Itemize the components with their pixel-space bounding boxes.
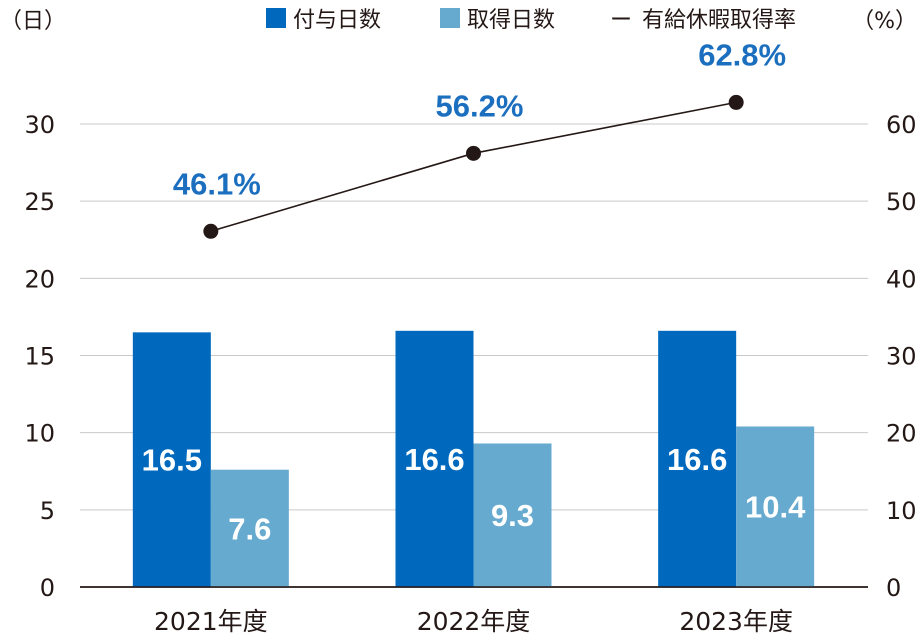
- y-right-tick: 20: [886, 420, 917, 448]
- rate-point: [728, 94, 744, 110]
- y-left-tick: 10: [24, 420, 55, 448]
- y-left-tick: 30: [24, 111, 55, 139]
- bar: [132, 332, 211, 587]
- bar-value-label: 10.4: [745, 490, 806, 525]
- rate-value-label: 46.1%: [173, 166, 261, 201]
- bar: [473, 443, 552, 587]
- y-right-tick: 40: [886, 265, 917, 293]
- rate-point: [203, 223, 219, 239]
- x-category-label: 2021年度: [154, 607, 268, 636]
- x-category-label: 2022年度: [417, 607, 531, 636]
- bar-value-label: 7.6: [228, 511, 271, 546]
- bar-value-label: 9.3: [491, 498, 534, 533]
- y-right-tick: 0: [886, 574, 901, 602]
- y-right-tick: 10: [886, 497, 917, 525]
- x-category-label: 2023年度: [679, 607, 793, 636]
- bar-value-label: 16.6: [404, 442, 464, 477]
- legend-swatch: [440, 8, 460, 28]
- rate-value-label: 56.2%: [436, 88, 524, 123]
- bar: [395, 330, 474, 587]
- bar: [736, 426, 815, 587]
- y-left-tick: 20: [24, 265, 55, 293]
- y-left-tick: 0: [40, 574, 55, 602]
- bar: [210, 469, 289, 587]
- y-right-unit: （%）: [852, 9, 917, 34]
- legend: 付与日数 取得日数 ー有給休暇取得率: [266, 8, 796, 33]
- y-axis-left: 0 5 10 15 20 25 30: [24, 111, 55, 602]
- y-right-tick: 50: [886, 188, 917, 216]
- legend-label: 取得日数: [467, 8, 555, 33]
- y-right-tick: 60: [886, 111, 917, 139]
- y-left-tick: 5: [40, 497, 55, 525]
- y-left-unit: （日）: [0, 9, 66, 34]
- y-axis-right: 0 10 20 30 40 50 60: [886, 111, 917, 602]
- bar-value-label: 16.5: [142, 443, 202, 478]
- rate-line: 46.1% 56.2% 62.8%: [173, 37, 786, 239]
- y-left-tick: 25: [24, 188, 55, 216]
- legend-swatch: [266, 8, 286, 28]
- rate-point: [466, 145, 481, 161]
- y-right-tick: 30: [886, 343, 917, 371]
- rate-value-label: 62.8%: [698, 37, 786, 72]
- legend-line-marker: ー: [610, 8, 632, 33]
- legend-label: 有給休暇取得率: [642, 8, 796, 33]
- bar-value-label: 16.6: [667, 442, 727, 477]
- x-axis-categories: 2021年度 2022年度 2023年度: [154, 607, 793, 636]
- y-left-tick: 15: [24, 343, 55, 371]
- bars: 16.5 16.6 16.6 7.6 9.3 10.4: [80, 330, 868, 588]
- bar: [658, 330, 737, 587]
- legend-label: 付与日数: [293, 8, 381, 33]
